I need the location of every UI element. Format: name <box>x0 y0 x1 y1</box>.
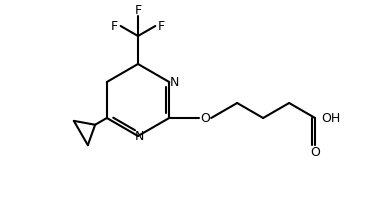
Text: O: O <box>310 145 320 158</box>
Text: F: F <box>134 3 142 17</box>
Text: F: F <box>158 19 165 32</box>
Text: F: F <box>111 19 118 32</box>
Text: N: N <box>169 75 179 89</box>
Text: O: O <box>200 111 210 124</box>
Text: OH: OH <box>321 111 340 124</box>
Text: N: N <box>134 131 144 143</box>
